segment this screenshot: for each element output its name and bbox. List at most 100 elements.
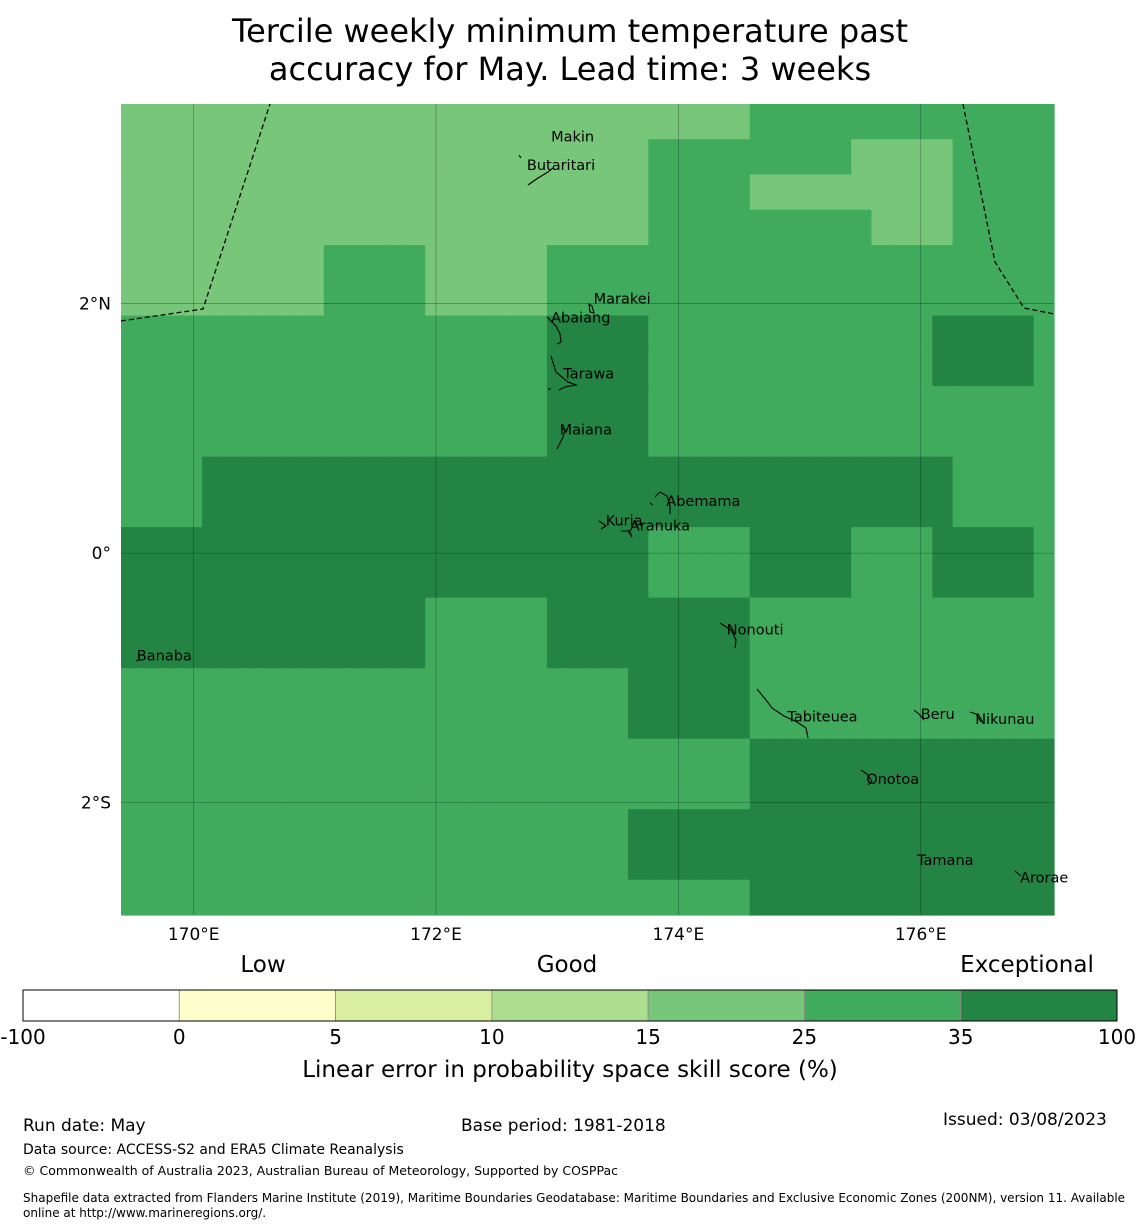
skill-cell <box>567 280 589 317</box>
skill-cell <box>810 668 832 705</box>
skill-cell <box>648 421 670 458</box>
skill-cell <box>749 844 771 881</box>
skill-cell <box>688 104 710 140</box>
skill-cell <box>749 386 771 422</box>
skill-cell <box>344 350 365 387</box>
skill-cell <box>709 350 731 387</box>
skill-cell <box>912 632 933 669</box>
skill-cell <box>425 703 447 740</box>
skill-cell <box>465 209 487 246</box>
skill-cell <box>972 421 994 458</box>
skill-cell <box>729 879 751 916</box>
skill-cell <box>587 350 609 387</box>
skill-cell <box>181 668 203 705</box>
skill-cell <box>546 421 568 458</box>
colorbar-tick-label: 15 <box>635 1025 660 1049</box>
skill-cell <box>384 139 406 176</box>
skill-cell <box>628 668 649 705</box>
skill-cell <box>303 527 325 563</box>
skill-cell <box>486 456 507 493</box>
skill-cell <box>283 738 305 775</box>
skill-cell <box>546 139 568 176</box>
island-label-banaba: Banaba <box>137 649 192 665</box>
skill-cell <box>546 456 568 493</box>
skill-cell <box>344 809 365 846</box>
skill-cell <box>323 703 345 740</box>
skill-cell <box>648 350 670 387</box>
longitude-tick-label: 172°E <box>410 925 462 945</box>
skill-cell <box>1033 703 1055 740</box>
skill-cell <box>688 139 710 176</box>
skill-cell <box>486 104 507 140</box>
skill-cell <box>425 456 447 493</box>
island-coastlines <box>135 154 1022 877</box>
skill-cell <box>993 104 1015 140</box>
skill-cell <box>506 738 528 775</box>
skill-cell <box>830 844 852 881</box>
skill-cell <box>668 104 690 140</box>
skill-cell <box>790 315 812 352</box>
skill-cell <box>891 809 913 846</box>
skill-cell <box>526 456 548 493</box>
skill-cell <box>141 562 163 599</box>
skill-cell <box>1013 139 1035 176</box>
skill-cell <box>749 315 771 352</box>
skill-cell <box>303 844 325 881</box>
skill-cell <box>729 104 751 140</box>
skill-cell <box>891 386 913 422</box>
skill-cell <box>567 386 589 422</box>
skill-cell <box>546 280 568 317</box>
skill-cell <box>648 527 670 563</box>
skill-cell <box>810 280 832 317</box>
skill-cell <box>445 773 467 810</box>
colorbar-swatch <box>804 989 962 1022</box>
skill-cell <box>323 632 345 669</box>
skill-cell <box>628 209 649 246</box>
skill-cell <box>810 315 832 352</box>
skill-cell <box>912 104 933 140</box>
skill-cell <box>242 703 264 740</box>
skill-cell <box>161 315 183 352</box>
skill-cell <box>851 421 873 458</box>
colorbar-tick-label: 35 <box>948 1025 973 1049</box>
skill-cell <box>242 350 264 387</box>
skill-cell <box>770 597 791 634</box>
skill-cell <box>404 562 426 599</box>
skill-cell <box>181 386 203 422</box>
skill-cell <box>993 280 1015 317</box>
skill-cell <box>790 879 812 916</box>
skill-cell <box>607 668 629 705</box>
skill-cell <box>486 703 507 740</box>
skill-cell <box>709 773 731 810</box>
skill-cell <box>121 139 142 176</box>
skill-cell <box>688 632 710 669</box>
skill-cell <box>323 879 345 916</box>
skill-cell <box>810 491 832 528</box>
skill-cell <box>526 527 548 563</box>
skill-cell <box>709 280 731 317</box>
skill-cell <box>648 456 670 493</box>
skill-cell <box>587 245 609 281</box>
skill-cell <box>668 703 690 740</box>
skill-cell <box>161 139 183 176</box>
skill-cell <box>546 209 568 246</box>
skill-cell <box>202 773 224 810</box>
skill-cell <box>688 456 710 493</box>
skill-cell <box>607 421 629 458</box>
skill-cell <box>465 879 487 916</box>
colorbar-category-label: Exceptional <box>960 952 1094 978</box>
skill-cell <box>688 491 710 528</box>
skill-cell <box>181 174 203 211</box>
skill-cell <box>262 527 284 563</box>
skill-cell <box>790 738 812 775</box>
skill-cell <box>546 562 568 599</box>
skill-cell <box>790 104 812 140</box>
skill-cell <box>709 527 731 563</box>
skill-cell <box>972 668 994 705</box>
skill-cell <box>607 386 629 422</box>
skill-cell <box>912 597 933 634</box>
island-outline <box>588 302 595 314</box>
skill-cell <box>972 527 994 563</box>
skill-cell <box>141 174 163 211</box>
skill-cell <box>729 139 751 176</box>
